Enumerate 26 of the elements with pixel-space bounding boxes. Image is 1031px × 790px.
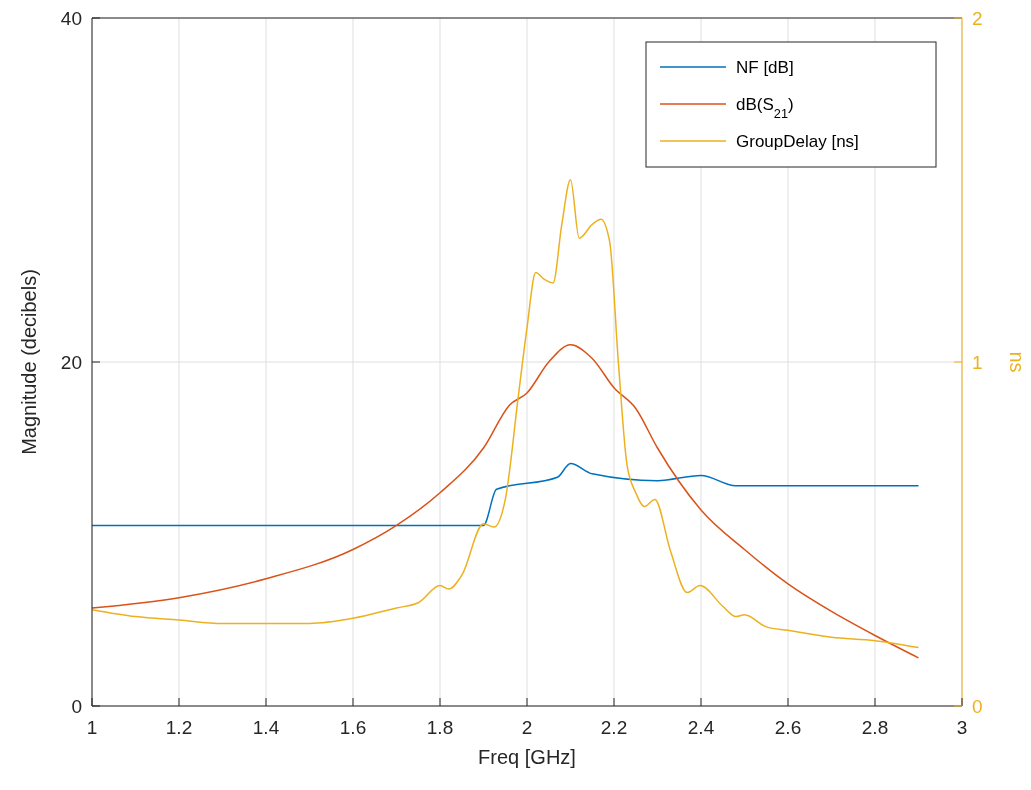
x-tick-label: 2.2 (600, 717, 628, 738)
x-tick-label: 2.6 (774, 717, 802, 738)
x-tick-label: 1 (86, 717, 98, 738)
line-series (91, 178, 920, 649)
line-series (91, 462, 920, 527)
y2-tick-label: 2 (972, 7, 983, 29)
y-axis-title: Magnitude (decibels) (18, 269, 40, 455)
x-tick-label: 2.4 (687, 717, 715, 738)
y2-axis-title: ns (1006, 351, 1028, 373)
line-series (91, 344, 920, 659)
x-tick-label: 2.8 (861, 717, 889, 738)
x-tick-label: 1.6 (339, 717, 367, 738)
x-tick-label: 1.8 (426, 717, 454, 738)
x-tick-label: 2 (521, 717, 533, 738)
x-tick-label: 1.4 (252, 717, 280, 738)
y2-tick-label: 0 (972, 695, 983, 717)
legend-label: dB(S$_{21}$) (736, 94, 794, 121)
x-axis-title: Freq [GHz] (478, 746, 576, 768)
y-tick-label: 0 (71, 695, 82, 717)
legend-label: GroupDelay [ns] (736, 131, 859, 151)
y2-tick-label: 1 (972, 351, 983, 373)
x-tick-label: 3 (956, 717, 968, 738)
x-tick-label: 1.2 (165, 717, 193, 738)
y-tick-label: 40 (60, 7, 82, 29)
y-tick-label: 20 (60, 351, 82, 373)
legend-label: NF [dB] (736, 57, 794, 77)
